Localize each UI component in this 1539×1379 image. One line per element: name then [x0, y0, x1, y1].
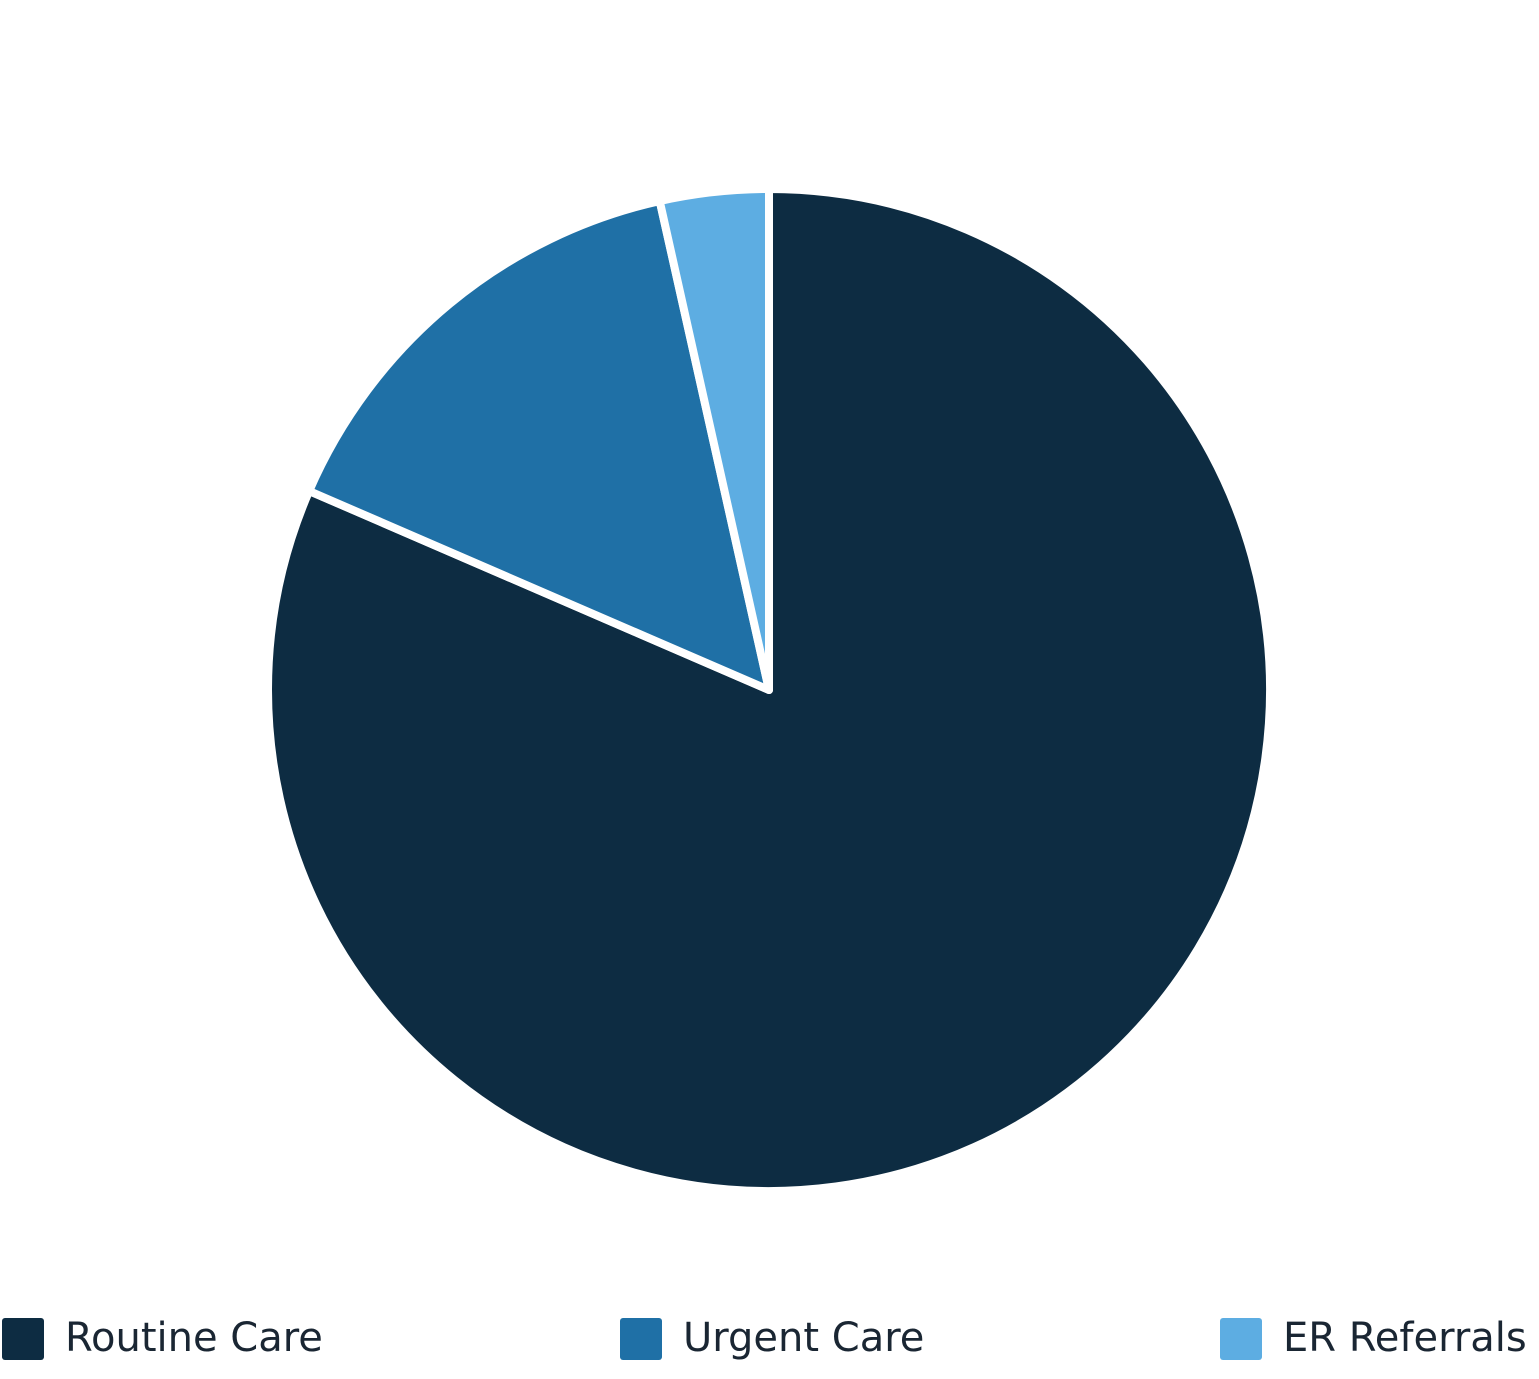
pie-slice: [655, 185, 773, 694]
legend-swatch: [2, 1318, 44, 1360]
legend-label: ER Referrals: [1283, 1315, 1527, 1361]
legend-label: Urgent Care: [683, 1315, 924, 1361]
pie-slice: [264, 185, 1274, 1195]
legend-swatch: [1220, 1318, 1262, 1360]
legend-swatch: [620, 1318, 662, 1360]
pie-slice: [305, 197, 773, 694]
legend-label: Routine Care: [65, 1315, 323, 1361]
